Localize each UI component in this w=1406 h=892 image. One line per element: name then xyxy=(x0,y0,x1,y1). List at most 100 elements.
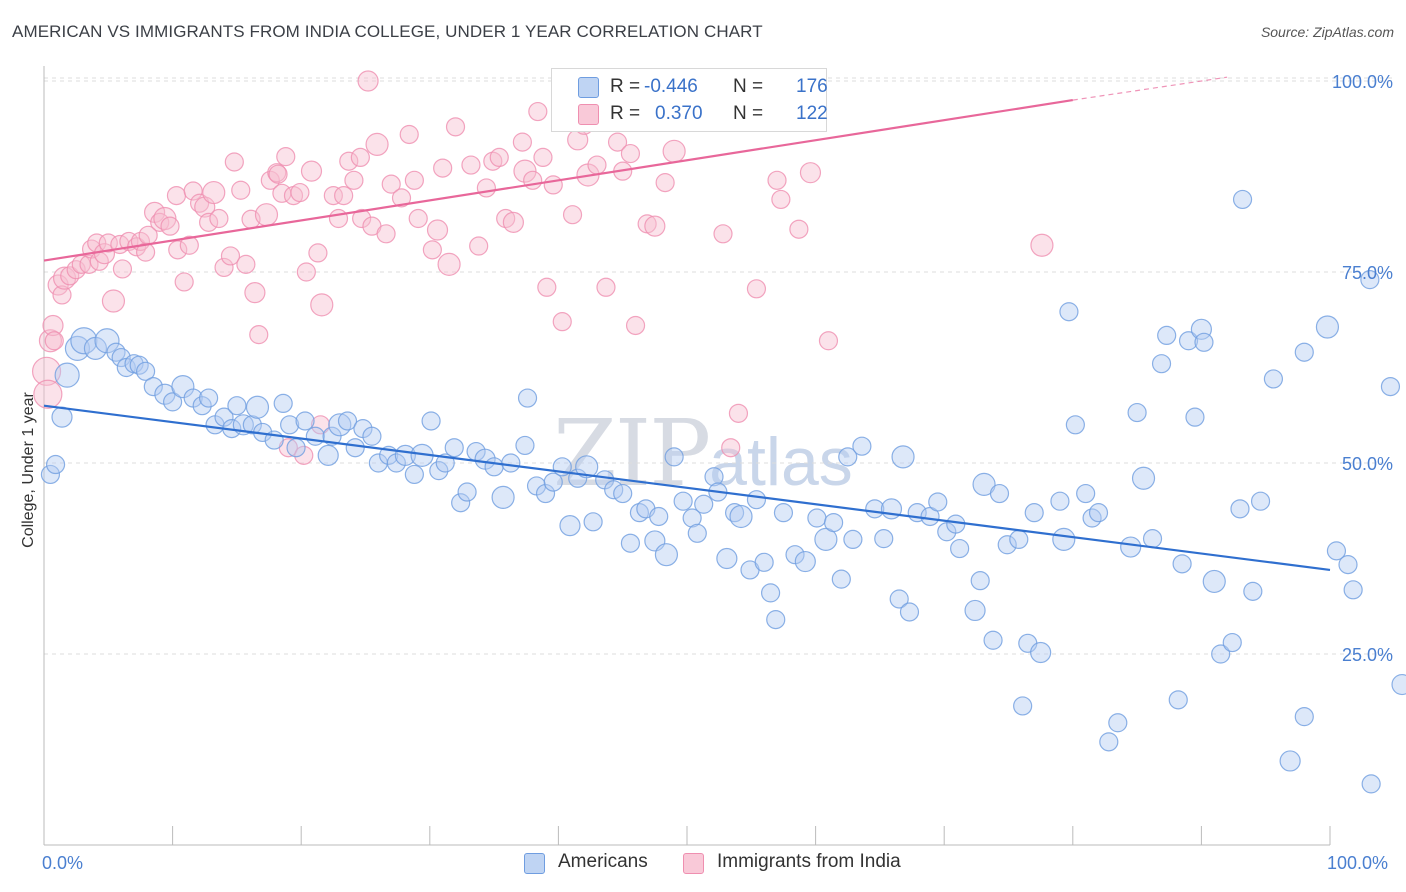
legend-r-value: -0.446 xyxy=(644,76,698,97)
americans-point xyxy=(106,342,126,362)
india-trend-extension xyxy=(1072,76,1228,101)
india-point xyxy=(66,260,86,280)
americans-point xyxy=(1172,554,1192,574)
india-point xyxy=(799,162,822,184)
americans-point xyxy=(964,599,986,622)
americans-point xyxy=(766,610,786,630)
americans-point xyxy=(1030,641,1052,664)
americans-point xyxy=(1024,503,1044,523)
india-point xyxy=(199,212,219,232)
legend-n-value: 176 xyxy=(796,76,828,97)
india-point xyxy=(268,164,288,184)
legend-n-label: N = xyxy=(733,103,764,124)
americans-point xyxy=(1294,707,1314,727)
india-point xyxy=(42,314,64,337)
india-point xyxy=(296,262,316,282)
india-point xyxy=(461,155,481,175)
americans-point xyxy=(874,529,894,549)
americans-point xyxy=(1326,541,1347,561)
americans-point xyxy=(444,438,464,458)
legend-n-label: N = xyxy=(733,76,764,97)
americans-point xyxy=(694,494,714,514)
americans-point xyxy=(1120,536,1142,558)
india-point xyxy=(101,289,126,313)
americans-point xyxy=(1088,503,1109,523)
india-point xyxy=(166,186,187,206)
india-point xyxy=(644,215,666,237)
americans-point xyxy=(515,435,535,456)
y-tick-label: 50.0% xyxy=(1342,454,1393,474)
india-point xyxy=(244,282,266,304)
india-point xyxy=(168,240,188,260)
india-point xyxy=(445,117,466,137)
americans-point xyxy=(214,407,234,427)
americans-point xyxy=(1178,331,1199,351)
americans-point xyxy=(535,483,556,504)
india-point xyxy=(562,205,583,225)
india-point xyxy=(1030,233,1054,257)
americans-point xyxy=(1157,325,1177,346)
india-point xyxy=(179,235,199,255)
americans-point xyxy=(1127,402,1147,423)
india-point xyxy=(607,132,628,152)
americans-point xyxy=(1343,580,1363,600)
americans-point xyxy=(852,436,872,456)
americans-points xyxy=(40,189,1406,794)
india-point xyxy=(552,312,572,332)
americans-point xyxy=(1168,690,1188,710)
americans-point xyxy=(1076,483,1096,504)
americans-point xyxy=(70,327,98,355)
india-trend-line xyxy=(43,99,1073,262)
americans-point xyxy=(362,426,382,446)
americans-point xyxy=(620,533,641,553)
india-point xyxy=(502,211,524,233)
chart-title: AMERICAN VS IMMIGRANTS FROM INDIA COLLEG… xyxy=(12,22,763,41)
americans-point xyxy=(1391,673,1406,696)
americans-point xyxy=(245,395,270,419)
americans-point xyxy=(491,485,515,509)
americans-point xyxy=(664,447,684,467)
americans-point xyxy=(1294,342,1314,362)
legend: R = -0.446 N = 176 R = 0.370 N = 122 xyxy=(551,68,828,132)
india-point xyxy=(512,132,532,152)
americans-point xyxy=(1009,529,1029,550)
americans-point xyxy=(192,396,212,416)
india-point xyxy=(290,182,310,203)
x-min-label: 0.0% xyxy=(42,853,84,873)
india-point xyxy=(433,158,453,178)
americans-point xyxy=(135,361,156,381)
india-point xyxy=(528,101,548,122)
india-point xyxy=(422,240,442,260)
watermark: ZIPatlas xyxy=(553,400,853,507)
india-point xyxy=(31,356,62,386)
india-point xyxy=(310,293,334,317)
americans-point xyxy=(1243,581,1263,601)
americans-point xyxy=(760,583,781,603)
india-point xyxy=(231,180,251,200)
americans-point xyxy=(583,512,603,532)
india-point xyxy=(399,124,419,145)
americans-point xyxy=(613,483,633,504)
y-tick-label: 75.0% xyxy=(1342,263,1393,283)
americans-point xyxy=(345,438,365,458)
india-point xyxy=(728,403,749,423)
americans-point xyxy=(171,375,195,399)
india-point xyxy=(771,189,791,210)
americans-point xyxy=(1151,354,1172,374)
americans-point xyxy=(654,543,679,567)
india-point xyxy=(391,188,412,208)
americans-point xyxy=(946,514,966,534)
india-point xyxy=(533,147,553,167)
india-point xyxy=(596,277,616,297)
americans-point xyxy=(997,535,1017,555)
india-points xyxy=(31,70,1054,465)
americans-point xyxy=(163,392,183,412)
india-point xyxy=(276,147,296,167)
americans-point xyxy=(51,406,73,428)
americans-point xyxy=(40,464,61,485)
americans-point xyxy=(928,492,948,512)
americans-point xyxy=(687,523,707,543)
y-tick-label: 100.0% xyxy=(1332,72,1393,92)
americans-point xyxy=(1099,732,1119,752)
americans-point xyxy=(1082,508,1102,528)
